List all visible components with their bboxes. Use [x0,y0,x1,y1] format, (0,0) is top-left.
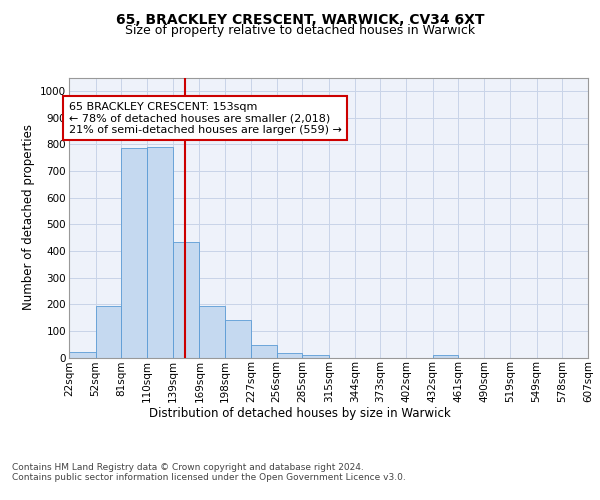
Bar [433,354,458,358]
Bar [277,353,302,358]
Text: 65 BRACKLEY CRESCENT: 153sqm
← 78% of detached houses are smaller (2,018)
21% of: 65 BRACKLEY CRESCENT: 153sqm ← 78% of de… [69,102,342,134]
Bar [225,320,251,358]
Text: 65, BRACKLEY CRESCENT, WARWICK, CV34 6XT: 65, BRACKLEY CRESCENT, WARWICK, CV34 6XT [116,12,484,26]
Text: Distribution of detached houses by size in Warwick: Distribution of detached houses by size … [149,408,451,420]
Y-axis label: Number of detached properties: Number of detached properties [22,124,35,310]
Bar [251,345,277,358]
Text: Size of property relative to detached houses in Warwick: Size of property relative to detached ho… [125,24,475,37]
Text: Contains HM Land Registry data © Crown copyright and database right 2024.
Contai: Contains HM Land Registry data © Crown c… [12,462,406,482]
Bar [69,352,95,358]
Bar [173,242,199,358]
Bar [95,306,121,358]
Bar [302,354,329,358]
Bar [147,147,173,358]
Bar [121,148,147,358]
Bar [199,306,225,358]
